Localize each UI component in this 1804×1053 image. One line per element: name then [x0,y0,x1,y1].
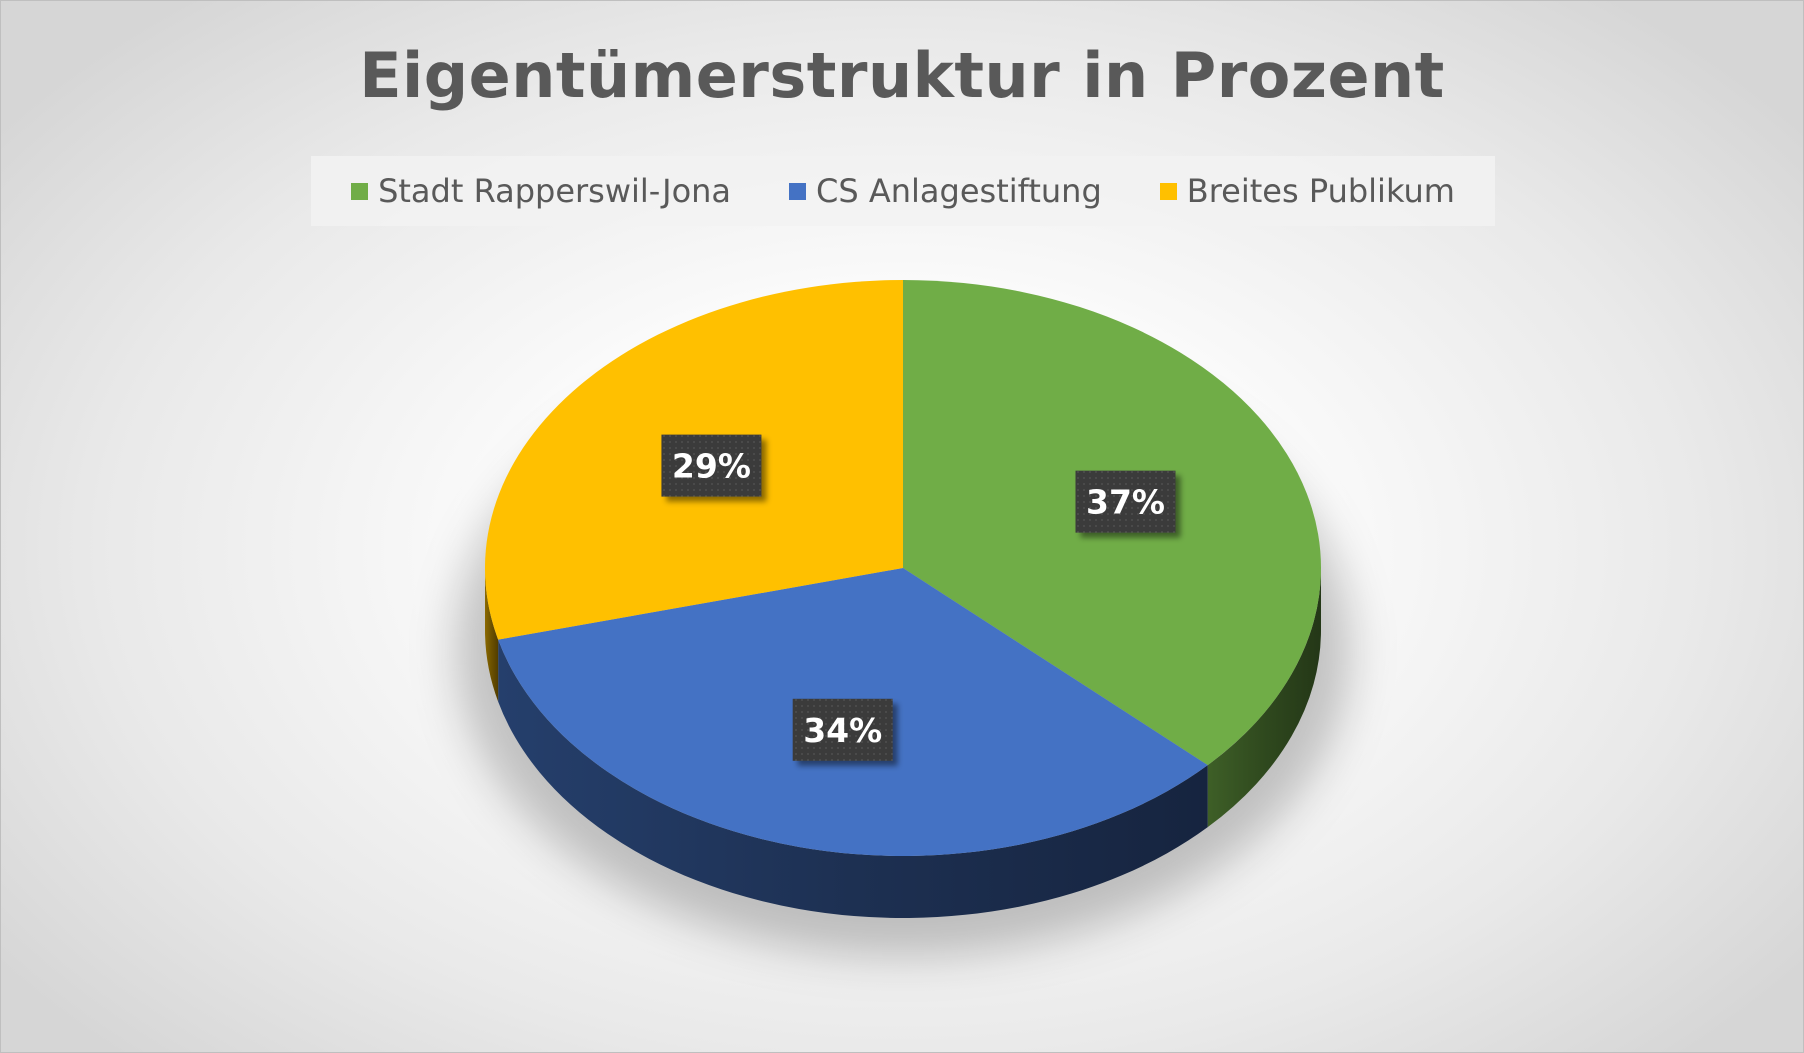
pie-side-breites-publikum [485,568,499,702]
data-label-text: 29% [672,447,751,486]
legend-label: CS Anlagestiftung [816,172,1102,210]
data-label-text: 37% [1086,483,1165,522]
data-label-box [792,698,893,761]
data-label-text: 34% [803,711,882,750]
data-label-breites-publikum: 29% [661,434,762,497]
legend-swatch-green [351,182,369,200]
legend-label: Breites Publikum [1186,172,1455,210]
legend-entry-stadt-rapperswil-jona: Stadt Rapperswil-Jona [351,172,731,210]
legend-label: Stadt Rapperswil-Jona [378,172,732,210]
legend-swatch-blue [789,182,807,200]
data-label-box [1075,470,1176,533]
legend-swatch-yellow [1159,182,1177,200]
chart-legend: Stadt Rapperswil-Jona CS Anlagestiftung … [311,156,1495,226]
chart-title: Eigentümerstruktur in Prozent [359,39,1445,112]
legend-entry-breites-publikum: Breites Publikum [1159,172,1455,210]
legend-entry-cs-anlagestiftung: CS Anlagestiftung [789,172,1102,210]
pie-side-cs-anlagestiftung [498,639,1208,918]
pie-side-stadt-rapperswil-jona [1207,568,1321,828]
data-label-stadt-rapperswil-jona: 37% [1075,470,1176,533]
data-label-box [661,434,762,497]
data-label-cs-anlagestiftung: 34% [792,698,893,761]
